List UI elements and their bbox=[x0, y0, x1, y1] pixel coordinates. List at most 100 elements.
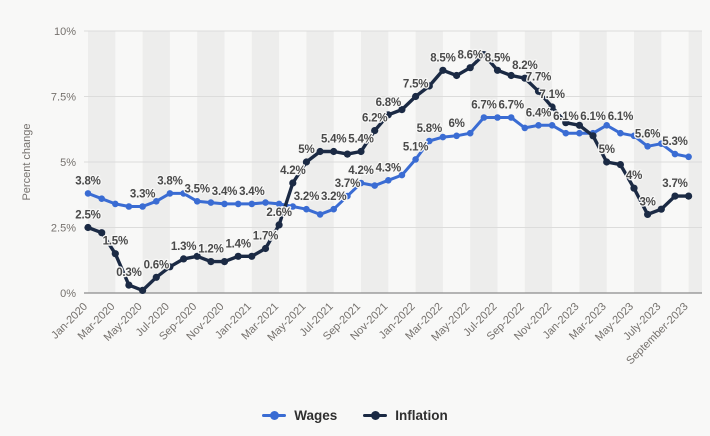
wages-data-point[interactable] bbox=[344, 192, 351, 200]
inflation-data-point[interactable] bbox=[84, 223, 92, 232]
inflation-data-point[interactable] bbox=[493, 66, 502, 74]
wages-data-point[interactable] bbox=[330, 205, 338, 213]
inflation-data-point[interactable] bbox=[330, 147, 338, 156]
wages-data-point[interactable] bbox=[234, 200, 242, 208]
wages-data-point[interactable] bbox=[98, 195, 105, 202]
wages-data-point[interactable] bbox=[275, 200, 283, 208]
wages-data-point[interactable] bbox=[180, 190, 187, 197]
inflation-data-point[interactable] bbox=[234, 252, 242, 260]
wages-data-point[interactable] bbox=[630, 132, 638, 140]
wages-value-label: 6.4% bbox=[526, 107, 551, 119]
wages-data-point[interactable] bbox=[562, 129, 570, 137]
inflation-data-point[interactable] bbox=[398, 106, 406, 114]
inflation-data-point[interactable] bbox=[316, 147, 324, 156]
inflation-data-point[interactable] bbox=[603, 158, 611, 166]
wages-data-point[interactable] bbox=[248, 200, 256, 208]
wages-data-point[interactable] bbox=[193, 198, 201, 205]
inflation-data-point[interactable] bbox=[289, 179, 297, 187]
inflation-data-point[interactable] bbox=[343, 150, 351, 158]
wages-data-point[interactable] bbox=[398, 171, 406, 179]
inflation-data-point[interactable] bbox=[193, 252, 201, 260]
wages-data-point[interactable] bbox=[576, 129, 583, 137]
wages-data-point[interactable] bbox=[480, 114, 488, 121]
inflation-data-point[interactable] bbox=[657, 205, 665, 213]
inflation-data-point[interactable] bbox=[207, 258, 215, 266]
inflation-data-point[interactable] bbox=[425, 82, 433, 90]
wages-data-point[interactable] bbox=[617, 129, 624, 137]
inflation-data-point[interactable] bbox=[521, 74, 529, 82]
inflation-data-point[interactable] bbox=[439, 66, 447, 74]
wages-data-point[interactable] bbox=[439, 133, 447, 141]
inflation-data-point[interactable] bbox=[534, 87, 543, 95]
inflation-data-point[interactable] bbox=[480, 51, 488, 59]
wages-data-point[interactable] bbox=[385, 177, 392, 184]
wages-data-point[interactable] bbox=[371, 182, 379, 189]
wages-data-point[interactable] bbox=[221, 200, 228, 208]
inflation-data-point[interactable] bbox=[453, 71, 461, 80]
inflation-data-point[interactable] bbox=[139, 286, 147, 294]
wages-data-point[interactable] bbox=[658, 140, 665, 147]
inflation-data-point[interactable] bbox=[152, 273, 160, 281]
inflation-data-point[interactable] bbox=[562, 119, 570, 127]
inflation-data-point[interactable] bbox=[616, 161, 625, 169]
inflation-data-point[interactable] bbox=[357, 147, 365, 156]
inflation-data-point[interactable] bbox=[575, 121, 584, 129]
legend-item-wages[interactable]: Wages bbox=[262, 408, 337, 423]
inflation-data-point[interactable] bbox=[125, 281, 133, 289]
wages-data-point[interactable] bbox=[139, 203, 146, 210]
wages-data-point[interactable] bbox=[685, 153, 692, 161]
wages-data-point[interactable] bbox=[521, 124, 529, 132]
inflation-value-label: 5.4% bbox=[348, 134, 373, 146]
inflation-data-point[interactable] bbox=[589, 132, 597, 140]
wages-data-point[interactable] bbox=[426, 137, 433, 145]
wages-data-point[interactable] bbox=[84, 190, 92, 197]
wages-data-point[interactable] bbox=[262, 199, 269, 206]
wages-data-point[interactable] bbox=[466, 129, 474, 137]
legend-item-inflation[interactable]: Inflation bbox=[363, 408, 448, 423]
inflation-value-label: 2.6% bbox=[266, 207, 291, 219]
wages-data-point[interactable] bbox=[207, 199, 215, 206]
inflation-data-point[interactable] bbox=[507, 71, 515, 80]
wages-data-point[interactable] bbox=[289, 203, 297, 210]
wages-data-point[interactable] bbox=[166, 190, 174, 197]
inflation-data-point[interactable] bbox=[111, 250, 119, 258]
inflation-data-point[interactable] bbox=[261, 244, 270, 253]
inflation-data-point[interactable] bbox=[548, 103, 556, 111]
wages-data-point[interactable] bbox=[112, 200, 119, 208]
wages-value-label: 3.8% bbox=[75, 175, 100, 187]
inflation-data-point[interactable] bbox=[412, 92, 420, 101]
plot-area: 0% 2.5% 5% 7.5% 10% Percent change Jan-2020M… bbox=[21, 26, 702, 367]
y-tick-label: 0% bbox=[60, 288, 76, 300]
inflation-data-point[interactable] bbox=[275, 221, 283, 229]
inflation-data-point[interactable] bbox=[166, 263, 174, 271]
inflation-data-point[interactable] bbox=[644, 210, 652, 218]
wages-data-point[interactable] bbox=[644, 143, 651, 150]
wages-data-point[interactable] bbox=[603, 122, 610, 129]
inflation-data-point[interactable] bbox=[248, 252, 256, 260]
wages-data-point[interactable] bbox=[412, 156, 419, 163]
wages-value-label: 3.3% bbox=[130, 189, 155, 201]
wages-data-point[interactable] bbox=[453, 132, 460, 140]
inflation-data-point[interactable] bbox=[220, 258, 229, 266]
wages-data-point[interactable] bbox=[494, 114, 501, 121]
wages-data-point[interactable] bbox=[548, 122, 556, 129]
wages-data-point[interactable] bbox=[316, 211, 324, 218]
inflation-data-point[interactable] bbox=[384, 111, 392, 119]
inflation-data-point[interactable] bbox=[466, 64, 474, 72]
inflation-data-point[interactable] bbox=[98, 229, 106, 237]
inflation-data-point[interactable] bbox=[630, 184, 638, 192]
inflation-data-point[interactable] bbox=[371, 127, 379, 135]
wages-data-point[interactable] bbox=[671, 150, 679, 158]
inflation-data-point[interactable] bbox=[180, 255, 188, 263]
inflation-data-point[interactable] bbox=[685, 192, 693, 200]
inflation-value-label: 7.7% bbox=[526, 71, 551, 83]
wages-data-point[interactable] bbox=[357, 179, 365, 187]
wages-data-point[interactable] bbox=[507, 114, 515, 121]
wages-data-point[interactable] bbox=[153, 198, 160, 205]
wages-data-point[interactable] bbox=[125, 203, 133, 210]
inflation-data-point[interactable] bbox=[671, 192, 679, 200]
inflation-data-point[interactable] bbox=[302, 158, 310, 166]
wages-data-point[interactable] bbox=[535, 122, 542, 129]
legend-marker-icon bbox=[262, 410, 287, 420]
wages-data-point[interactable] bbox=[303, 205, 310, 213]
